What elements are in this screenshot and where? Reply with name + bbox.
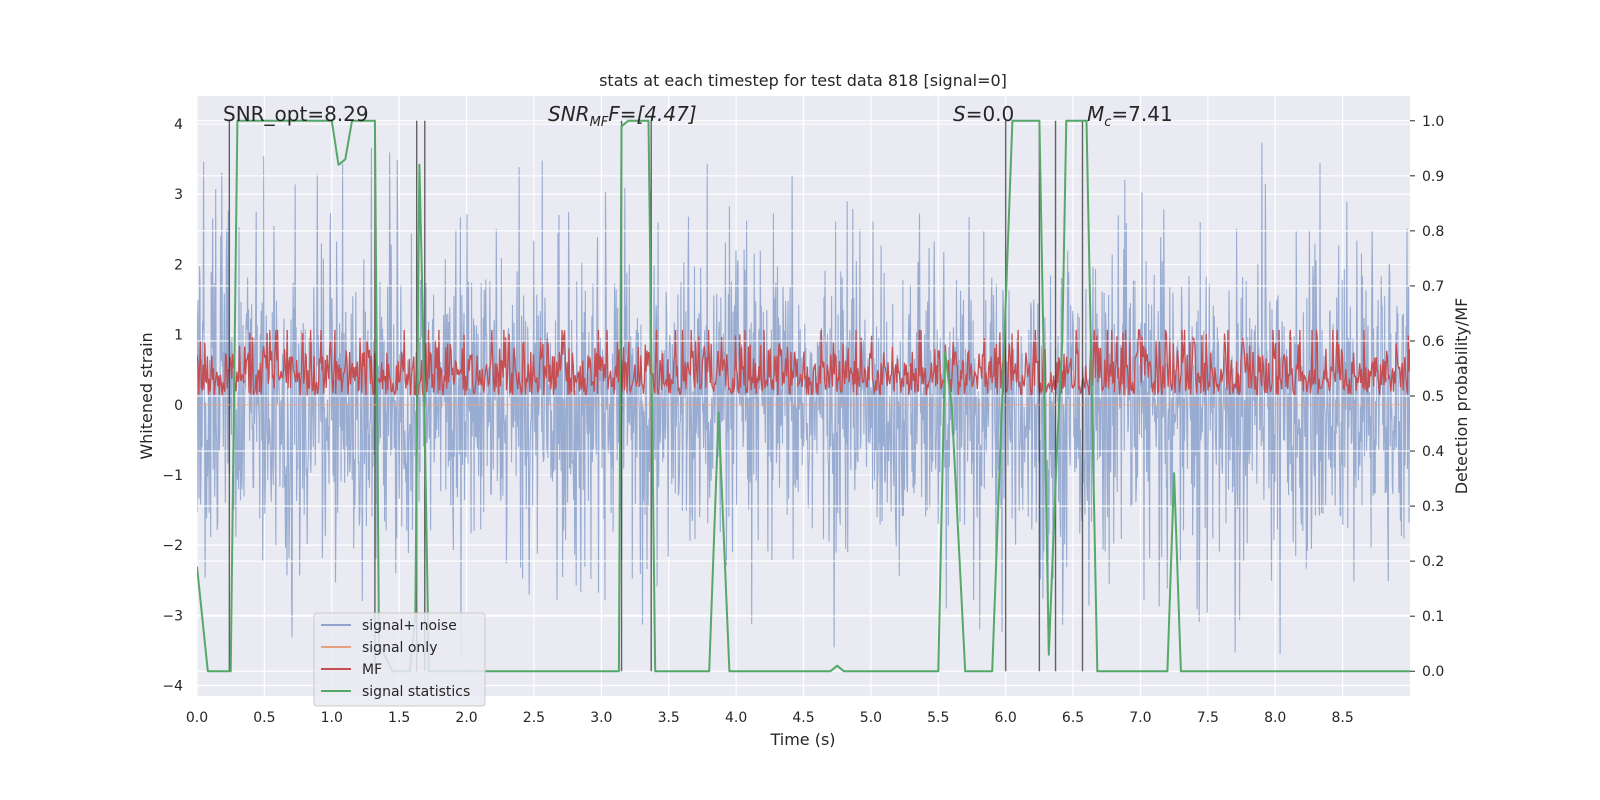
s-base: S bbox=[953, 102, 966, 126]
y2-tick-label: 0.2 bbox=[1422, 554, 1444, 570]
y2-axis-label: Detection probability/MF bbox=[1452, 298, 1471, 495]
x-tick-label: 3.5 bbox=[658, 710, 680, 726]
y2-tick-label: 0.5 bbox=[1422, 389, 1444, 405]
snr-opt-annotation: SNR_opt=8.29 bbox=[223, 102, 369, 126]
x-tick-label: 4.0 bbox=[725, 710, 747, 726]
y2-axis-ticks: 0.0 0.1 0.2 0.3 0.4 0.5 0.6 0.7 0.8 0.9 1.0 bbox=[1410, 114, 1444, 680]
x-tick-label: 8.5 bbox=[1331, 710, 1353, 726]
legend-label-signal-noise: signal+ noise bbox=[362, 618, 457, 634]
mc-base: M bbox=[1087, 102, 1104, 126]
chart-title: stats at each timestep for test data 818… bbox=[599, 71, 1007, 90]
y2-tick-label: 0.9 bbox=[1422, 169, 1444, 185]
x-tick-label: 6.0 bbox=[995, 710, 1017, 726]
mc-rest: =7.41 bbox=[1111, 102, 1172, 126]
x-tick-label: 4.5 bbox=[792, 710, 814, 726]
x-tick-label: 1.5 bbox=[388, 710, 410, 726]
mc-annotation: Mc=7.41 bbox=[1087, 102, 1173, 130]
x-tick-label: 5.0 bbox=[860, 710, 882, 726]
x-tick-label: 5.5 bbox=[927, 710, 949, 726]
series-mf bbox=[197, 329, 1410, 398]
y-tick-label: 4 bbox=[174, 117, 183, 133]
x-axis-ticks: 0.0 0.5 1.0 1.5 2.0 2.5 3.0 3.5 4.0 4.5 5.0 5.5 6.0 6… bbox=[186, 710, 1354, 726]
y2-tick-label: 0.6 bbox=[1422, 334, 1444, 350]
y-tick-label: 2 bbox=[174, 257, 183, 273]
mc-sub: c bbox=[1104, 115, 1111, 130]
s-rest: =0.0 bbox=[966, 102, 1015, 126]
legend-box bbox=[313, 612, 486, 707]
legend: signal+ noise signal only MF signal stat… bbox=[313, 612, 486, 707]
y-tick-label: −3 bbox=[162, 608, 183, 624]
snr-mf-annotation: SNRMFF=[4.47] bbox=[548, 102, 697, 130]
snr-mf-base: SNR bbox=[548, 102, 590, 126]
x-tick-label: 8.0 bbox=[1264, 710, 1286, 726]
y-tick-label: 3 bbox=[174, 187, 183, 203]
y2-tick-label: 0.3 bbox=[1422, 499, 1444, 515]
x-tick-label: 7.0 bbox=[1129, 710, 1151, 726]
y-gridlines bbox=[197, 123, 1410, 687]
y2-tick-label: 0.7 bbox=[1422, 279, 1444, 295]
x-tick-label: 2.5 bbox=[523, 710, 545, 726]
x-tick-label: 0.5 bbox=[253, 710, 275, 726]
signal-noise-line bbox=[197, 142, 1410, 658]
mf-line bbox=[197, 329, 1410, 398]
y2-tick-label: 0.0 bbox=[1422, 664, 1444, 680]
series-signal-statistics bbox=[197, 119, 1410, 673]
legend-label-mf: MF bbox=[362, 662, 382, 678]
x-tick-label: 0.0 bbox=[186, 710, 208, 726]
signal-statistics-line bbox=[197, 119, 1410, 673]
y-axis-ticks: −4 −3 −2 −1 0 1 2 3 4 bbox=[162, 117, 183, 694]
y-tick-label: −4 bbox=[162, 678, 183, 694]
y2-tick-label: 1.0 bbox=[1422, 114, 1444, 130]
x-tick-label: 1.0 bbox=[321, 710, 343, 726]
snr-mf-rest: F=[4.47] bbox=[608, 102, 696, 126]
y-tick-label: −1 bbox=[162, 468, 183, 484]
series-signal-noise bbox=[197, 142, 1410, 658]
y-axis-label: Whitened strain bbox=[137, 332, 156, 459]
y2-tick-label: 0.4 bbox=[1422, 444, 1444, 460]
x-tick-label: 3.0 bbox=[590, 710, 612, 726]
legend-label-signal-only: signal only bbox=[362, 640, 437, 656]
snr-mf-sub: MF bbox=[590, 115, 609, 130]
x-axis-label: Time (s) bbox=[769, 730, 835, 749]
legend-label-signal-statistics: signal statistics bbox=[362, 684, 470, 700]
y2-tick-label: 0.8 bbox=[1422, 224, 1444, 240]
y-tick-label: 0 bbox=[174, 398, 183, 414]
y-tick-label: −2 bbox=[162, 538, 183, 554]
x-tick-label: 2.0 bbox=[455, 710, 477, 726]
s-annotation: S=0.0 bbox=[953, 102, 1014, 126]
y2-tick-label: 0.1 bbox=[1422, 609, 1444, 625]
x-tick-label: 7.5 bbox=[1197, 710, 1219, 726]
y-tick-label: 1 bbox=[174, 328, 183, 344]
x-tick-label: 6.5 bbox=[1062, 710, 1084, 726]
